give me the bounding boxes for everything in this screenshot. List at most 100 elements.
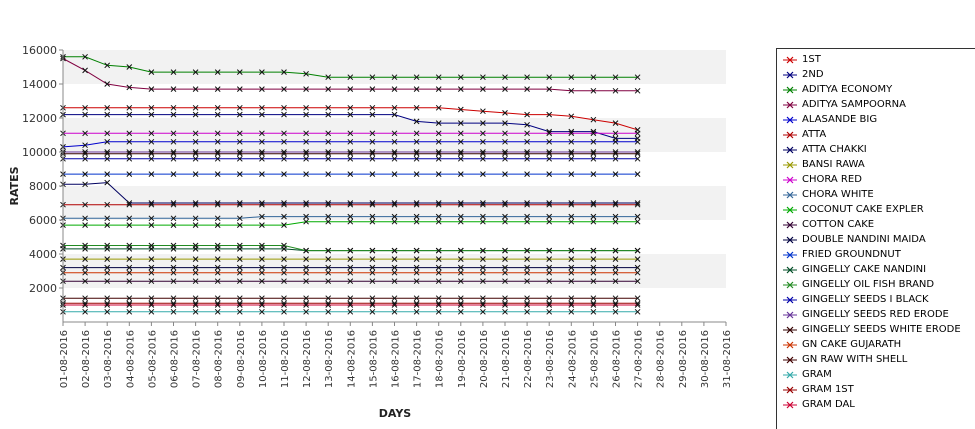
data-point-marker: [148, 256, 155, 262]
x-tick-label: 29-08-2016: [678, 330, 689, 388]
data-point-marker: [612, 120, 619, 126]
x-tick-label: 12-08-2016: [302, 330, 313, 388]
data-point-marker: [170, 242, 177, 249]
legend-symbol-icon: [783, 266, 797, 274]
data-point-marker: [347, 111, 354, 118]
data-point-marker: [435, 150, 442, 157]
data-point-marker: [303, 200, 309, 206]
data-point-marker: [568, 213, 575, 220]
data-point-marker: [634, 218, 641, 225]
legend-label: CHORA RED: [802, 174, 862, 185]
data-point-marker: [192, 138, 199, 145]
legend-label: GN CAKE GUJARATH: [802, 339, 902, 350]
data-point-marker: [214, 111, 221, 118]
data-point-marker: [192, 150, 199, 157]
legend-item: GN RAW WITH SHELL: [777, 354, 975, 366]
legend-symbol-icon: [783, 161, 797, 169]
data-point-marker: [281, 111, 287, 118]
data-point-marker: [391, 256, 398, 262]
y-tick-label: 10000: [22, 146, 57, 159]
data-point-marker: [457, 213, 464, 220]
data-point-marker: [546, 218, 553, 225]
data-point-marker: [480, 120, 486, 126]
data-point-marker: [457, 200, 464, 206]
data-point-marker: [524, 200, 530, 206]
data-point-marker: [568, 130, 575, 137]
data-point-marker: [347, 278, 354, 285]
data-point-marker: [192, 269, 199, 276]
data-point-marker: [546, 256, 553, 262]
data-point-marker: [259, 86, 265, 92]
x-tick-label: 23-08-2016: [545, 330, 556, 388]
data-point-marker: [170, 264, 177, 271]
data-point-marker: [524, 264, 530, 271]
data-point-marker: [524, 86, 530, 92]
legend-item: COCONUT CAKE EXPLER: [777, 204, 975, 216]
x-axis-label: DAYS: [379, 407, 412, 420]
data-point-marker: [369, 213, 376, 220]
data-point-marker: [435, 200, 442, 206]
data-point-marker: [104, 269, 111, 276]
data-point-marker: [281, 171, 287, 177]
data-point-marker: [480, 256, 486, 262]
data-point-marker: [281, 150, 287, 157]
data-point-marker: [281, 69, 287, 75]
data-point-marker: [236, 200, 243, 206]
data-point-marker: [192, 308, 199, 315]
data-point-marker: [435, 264, 442, 271]
data-point-marker: [259, 171, 265, 177]
data-point-marker: [259, 264, 265, 271]
legend-list: 1ST 2ND ADITYA ECONOMY ADITYA SAMPOORNA ALAS…: [777, 49, 975, 411]
data-point-marker: [568, 74, 575, 81]
data-point-marker: [236, 111, 243, 118]
data-point-marker: [612, 218, 619, 225]
grid-bands: [63, 50, 726, 288]
data-point-marker: [502, 302, 508, 308]
data-point-marker: [236, 104, 243, 111]
legend-label: CHORA WHITE: [802, 189, 874, 200]
legend-symbol-icon: [783, 281, 797, 289]
data-point-marker: [524, 218, 530, 225]
data-point-marker: [303, 302, 309, 308]
data-point-marker: [391, 264, 398, 271]
data-point-marker: [502, 308, 508, 315]
data-point-marker: [612, 264, 619, 271]
x-tick-label: 24-08-2016: [567, 330, 578, 388]
data-point-marker: [347, 138, 354, 145]
data-point-marker: [480, 218, 486, 225]
data-point-marker: [480, 150, 486, 157]
data-point-marker: [259, 155, 265, 162]
data-point-marker: [214, 69, 221, 75]
data-point-marker: [126, 308, 133, 315]
data-point-marker: [369, 86, 376, 92]
x-tick-label: 08-08-2016: [214, 330, 225, 388]
data-point-marker: [82, 130, 88, 137]
data-point-marker: [281, 222, 287, 228]
data-point-marker: [303, 150, 309, 157]
data-point-marker: [214, 278, 221, 285]
data-point-marker: [524, 121, 530, 128]
legend-item: ATTA CHAKKI: [777, 144, 975, 156]
data-point-marker: [502, 171, 508, 177]
legend-label: ATTA CHAKKI: [802, 144, 867, 155]
data-point-marker: [148, 264, 155, 271]
data-point-marker: [612, 74, 619, 81]
legend-item: GRAM DAL: [777, 399, 975, 411]
data-point-marker: [303, 104, 309, 111]
data-point-marker: [612, 295, 619, 302]
legend-label: 2ND: [802, 69, 824, 80]
data-point-marker: [126, 104, 133, 111]
data-point-marker: [391, 278, 398, 285]
data-point-marker: [413, 264, 420, 271]
data-point-marker: [148, 308, 155, 315]
data-point-marker: [391, 213, 398, 220]
data-point-marker: [634, 138, 641, 145]
data-point-marker: [435, 247, 442, 254]
data-point-marker: [502, 295, 508, 302]
data-point-marker: [192, 171, 199, 177]
data-point-marker: [391, 295, 398, 302]
legend-item: GRAM 1ST: [777, 384, 975, 396]
data-point-marker: [82, 67, 88, 74]
data-point-marker: [568, 308, 575, 315]
x-tick-label: 16-08-2016: [391, 330, 402, 388]
